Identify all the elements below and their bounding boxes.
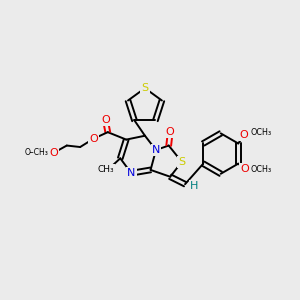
Text: O: O bbox=[240, 164, 249, 174]
Text: H: H bbox=[190, 181, 198, 191]
Text: O: O bbox=[240, 130, 249, 140]
Text: O: O bbox=[166, 127, 175, 137]
Text: S: S bbox=[141, 83, 148, 93]
Text: S: S bbox=[178, 157, 185, 167]
Text: O: O bbox=[49, 148, 58, 158]
Text: CH₃: CH₃ bbox=[97, 165, 114, 174]
Text: O: O bbox=[89, 134, 98, 144]
Text: N: N bbox=[152, 145, 160, 155]
Text: N: N bbox=[127, 168, 136, 178]
Text: O–CH₃: O–CH₃ bbox=[25, 148, 49, 157]
Text: O: O bbox=[101, 115, 110, 125]
Text: OCH₃: OCH₃ bbox=[251, 165, 272, 174]
Text: OCH₃: OCH₃ bbox=[250, 128, 272, 137]
